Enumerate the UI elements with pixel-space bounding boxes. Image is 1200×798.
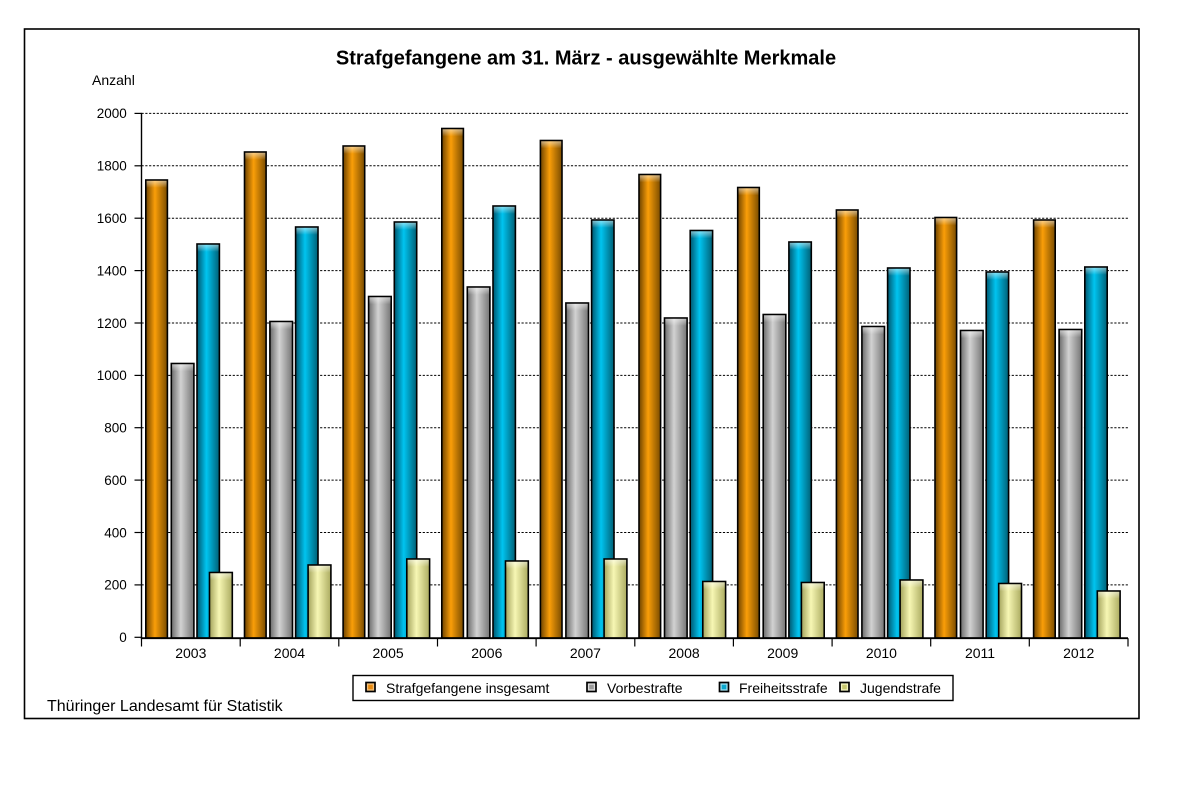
svg-text:Vorbestrafte: Vorbestrafte	[607, 680, 683, 696]
svg-text:Jugendstrafe: Jugendstrafe	[860, 680, 941, 696]
svg-text:Anzahl: Anzahl	[92, 72, 135, 88]
svg-text:200: 200	[104, 578, 127, 593]
svg-text:1200: 1200	[97, 316, 127, 331]
svg-text:Strafgefangene insgesamt: Strafgefangene insgesamt	[386, 680, 550, 696]
svg-text:1800: 1800	[97, 159, 127, 174]
svg-text:2012: 2012	[1063, 645, 1094, 661]
svg-text:Freiheitsstrafe: Freiheitsstrafe	[739, 680, 828, 696]
svg-text:Thüringer Landesamt für Statis: Thüringer Landesamt für Statistik	[47, 698, 284, 715]
svg-text:2007: 2007	[570, 645, 601, 661]
svg-text:2010: 2010	[866, 645, 897, 661]
svg-text:2006: 2006	[471, 645, 502, 661]
svg-text:2003: 2003	[175, 645, 206, 661]
svg-text:2009: 2009	[767, 645, 798, 661]
svg-text:2004: 2004	[274, 645, 305, 661]
svg-text:0: 0	[119, 630, 127, 645]
svg-text:Strafgefangene am 31. März - a: Strafgefangene am 31. März - ausgewählte…	[336, 48, 836, 70]
svg-text:2008: 2008	[669, 645, 700, 661]
svg-text:1400: 1400	[97, 263, 127, 278]
svg-text:1000: 1000	[97, 368, 127, 383]
svg-text:2005: 2005	[373, 645, 404, 661]
svg-text:800: 800	[104, 421, 127, 436]
svg-text:1600: 1600	[97, 211, 127, 226]
svg-text:600: 600	[104, 473, 127, 488]
svg-text:400: 400	[104, 525, 127, 540]
svg-text:2011: 2011	[965, 645, 995, 661]
svg-text:2000: 2000	[97, 106, 127, 121]
